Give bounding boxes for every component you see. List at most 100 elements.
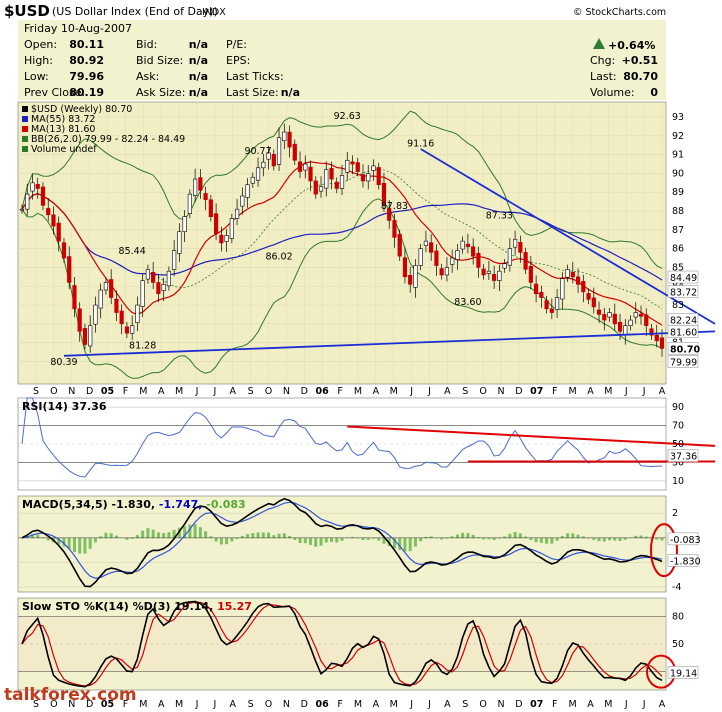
candle-body [166,270,171,287]
quote-value: 80.11 [69,38,104,51]
candle-body [40,186,46,206]
quote-date: Friday 10-Aug-2007 [24,22,132,35]
macd-histogram-bar [613,537,617,541]
candle-body [324,169,329,189]
x-tick-label: M [354,386,362,397]
x-tick-label-bottom: O [50,699,57,710]
price-tick-label: 88 [672,206,684,217]
macd-histogram-bar [209,536,213,539]
pe-label: EPS: [226,54,250,67]
x-tick-label: J [409,386,413,397]
candle-body [450,257,455,265]
macd-histogram-bar [340,537,344,541]
macd-histogram-bar [114,535,118,539]
candle-body [135,304,140,324]
candle-body [51,214,56,227]
price-series: 80.39 81.28 85.44 90.77 86.02 92.63 87.83 91.16… [19,110,716,379]
candle-body [549,308,554,313]
chg-value: +0.51 [622,54,658,67]
price-tick-label: 83 [672,300,684,311]
macd-histogram-bar [482,537,486,540]
pivot-label: 81.28 [129,340,156,351]
x-tick-label-bottom: J [212,699,216,710]
x-tick-label-bottom: M [604,699,612,710]
candle-body [654,334,659,342]
candle-body [245,184,250,198]
candle-body [539,291,544,298]
candle-body [208,199,213,217]
macd-histogram-bar [503,536,507,539]
macd-histogram-bar [566,533,570,539]
x-tick-label-bottom: A [158,699,165,710]
chg-label: Last: [590,70,617,83]
candle-body [502,263,507,269]
candle-body [119,310,124,325]
x-tick-label: N [68,386,75,397]
x-tick-label-bottom: 06 [316,699,330,710]
candle-body [219,234,224,244]
macd-histogram-bar [550,537,554,544]
symbol: $USD [4,2,50,20]
candle-body [161,284,166,292]
macd-histogram-bar [72,537,76,552]
candle-body [402,257,408,278]
candle-body [193,178,198,196]
value-tag-label: 83.72 [670,288,697,299]
macd-histogram-bar [225,537,229,545]
macd-histogram-bar [193,523,197,539]
legend-swatch [22,146,28,152]
candle-body [444,267,450,276]
candle-body [607,312,612,318]
candle-body [513,238,518,248]
x-tick-label: D [301,386,308,397]
macd-panel [17,495,667,593]
macd-histogram-bar [545,537,549,544]
x-tick-label-bottom: O [479,699,486,710]
candle-body [560,278,565,300]
macd-histogram-bar [330,537,334,542]
macd-histogram-bar [487,537,491,540]
x-tick-label: M [390,386,398,397]
x-tick-label: J [427,386,431,397]
candle-body [528,266,533,283]
macd-histogram-bar [513,532,517,539]
candle-body [109,279,114,298]
candle-body [98,289,103,309]
candle-body [187,193,192,214]
pivot-label: 92.63 [334,111,361,122]
candle-body [287,131,292,148]
macd-histogram-bar [440,537,444,540]
candle-body [586,293,591,300]
candle-body [318,186,324,192]
pe-label: Last Size: [226,86,279,99]
macd-histogram-bar [267,532,271,539]
candle-body [308,166,313,182]
x-tick-label: S [462,386,468,397]
candle-body [439,268,444,276]
pivot-label: 85.44 [119,246,146,257]
bid-value: n/a [189,86,208,99]
candle-body [486,270,491,274]
x-tick-label: A [229,386,236,397]
candle-body [523,252,528,270]
x-tick-label: 05 [101,386,114,397]
price-tick-label: 86 [672,244,684,255]
stochastic-legend-main: Slow STO %K(14) %D(3) 19.14, [22,600,213,613]
candle-body [177,231,182,254]
candle-body [387,208,392,221]
bid-label: Ask: [136,70,159,83]
macd-histogram-bar [655,537,659,540]
macd-histogram-bar [429,536,433,539]
candle-body [381,182,387,206]
legend-swatch [22,136,28,142]
x-tick-label: J [195,386,199,397]
stochastic-value-tag [667,666,699,679]
macd-histogram-bar [125,537,129,540]
value-tag-label: 79.99 [670,358,697,369]
candle-body [198,177,203,191]
macd-histogram-bar [282,533,286,539]
x-tick-label: J [212,386,216,397]
price-tick-label: 90 [672,168,684,179]
macd-line [21,497,663,588]
macd-histogram-bar [576,534,580,539]
